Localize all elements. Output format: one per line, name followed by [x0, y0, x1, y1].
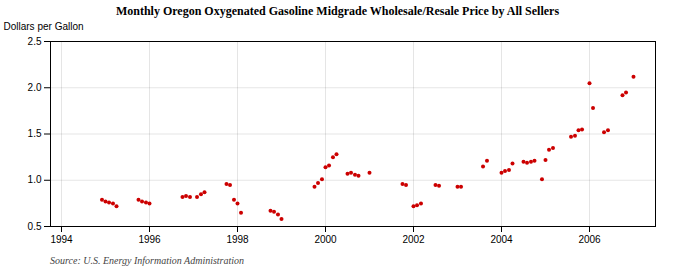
- svg-text:1996: 1996: [138, 234, 161, 245]
- svg-text:1998: 1998: [226, 234, 249, 245]
- svg-text:1994: 1994: [50, 234, 73, 245]
- svg-text:1.0: 1.0: [28, 174, 42, 185]
- html-text:Source: U.S. Energy Informatio: Source: U.S. Energy Information Administ…: [50, 255, 245, 266]
- svg-text:Dollars per Gallon: Dollars per Gallon: [4, 21, 84, 32]
- svg-text:0.5: 0.5: [28, 221, 42, 232]
- svg-text:2.0: 2.0: [28, 82, 42, 93]
- html-text:Monthly Oregon Oxygenated Gaso: Monthly Oregon Oxygenated Gasoline Midgr…: [115, 4, 560, 18]
- svg-text:1.5: 1.5: [28, 128, 42, 139]
- svg-text:2006: 2006: [578, 234, 601, 245]
- svg-text:2000: 2000: [314, 234, 337, 245]
- svg-text:2002: 2002: [402, 234, 425, 245]
- svg-text:2004: 2004: [490, 234, 513, 245]
- svg-text:2.5: 2.5: [28, 36, 42, 47]
